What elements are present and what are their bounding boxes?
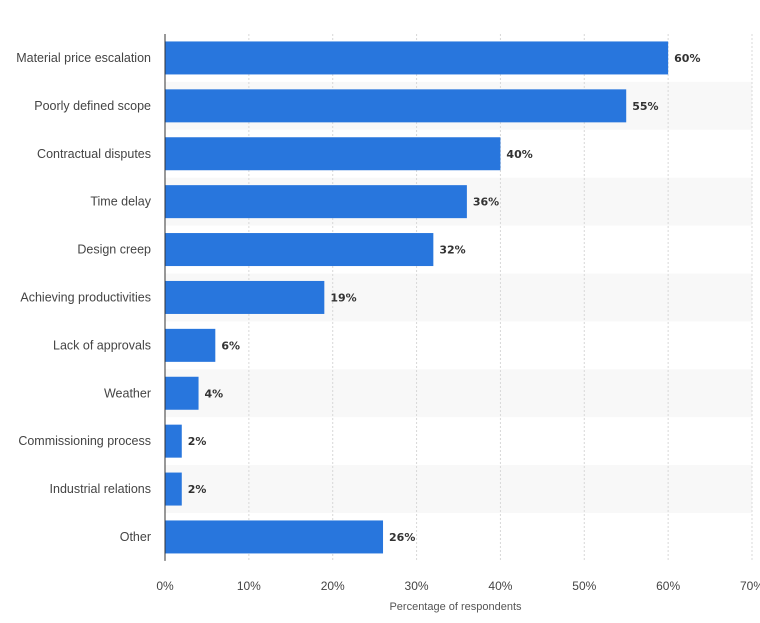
category-label: Poorly defined scope — [34, 99, 151, 113]
value-label: 32% — [439, 244, 465, 257]
row-band — [165, 465, 752, 513]
category-label: Weather — [104, 386, 151, 400]
x-tick-label: 20% — [321, 579, 345, 593]
bar — [165, 376, 199, 410]
category-labels: Material price escalation Poorly defined … — [16, 51, 152, 544]
row-band — [165, 369, 752, 418]
x-tick-label: 10% — [237, 579, 261, 593]
bar — [165, 328, 216, 362]
value-label: 4% — [205, 387, 224, 400]
bar — [165, 137, 501, 171]
bar — [165, 185, 467, 219]
value-label: 36% — [473, 196, 499, 209]
value-label: 6% — [221, 339, 240, 352]
bar — [165, 280, 325, 314]
bar — [165, 41, 669, 75]
x-tick-labels: 0% 10% 20% 30% 40% 50% 60% 70% — [156, 579, 760, 593]
value-label: 55% — [632, 100, 658, 113]
bar — [165, 424, 182, 458]
category-label: Other — [120, 530, 151, 544]
category-label: Industrial relations — [50, 482, 151, 496]
x-tick-label: 60% — [656, 579, 680, 593]
category-label: Time delay — [90, 195, 151, 209]
value-labels: 60% 55% 40% 36% 32% 19% 6% 4% 2% 2% 26% — [188, 52, 701, 544]
bar — [165, 233, 434, 267]
x-tick-label: 70% — [740, 579, 760, 593]
value-label: 2% — [188, 435, 207, 448]
value-label: 26% — [389, 531, 415, 544]
x-tick-label: 40% — [488, 579, 512, 593]
bar — [165, 89, 627, 123]
category-label: Achieving productivities — [20, 290, 151, 304]
value-label: 60% — [674, 52, 700, 65]
category-label: Contractual disputes — [37, 147, 151, 161]
category-label: Commissioning process — [18, 434, 151, 448]
value-label: 40% — [506, 148, 532, 161]
category-label: Design creep — [77, 243, 151, 257]
x-tick-label: 50% — [572, 579, 596, 593]
bar — [165, 472, 182, 506]
category-label: Lack of approvals — [53, 338, 151, 352]
category-label: Material price escalation — [16, 51, 151, 65]
x-tick-label: 30% — [405, 579, 429, 593]
value-label: 2% — [188, 483, 207, 496]
value-label: 19% — [330, 291, 356, 304]
bar — [165, 520, 384, 554]
x-axis-title: Percentage of respondents — [389, 601, 522, 613]
x-tick-label: 0% — [156, 579, 174, 593]
bars — [165, 41, 669, 554]
